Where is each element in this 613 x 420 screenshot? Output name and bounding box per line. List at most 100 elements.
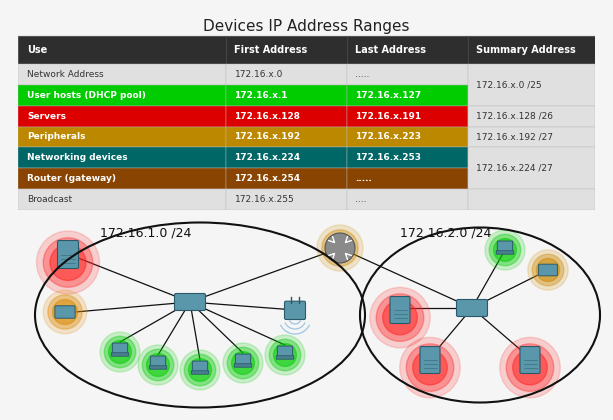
FancyBboxPatch shape <box>284 301 305 320</box>
Text: 172.16.2.0 /24: 172.16.2.0 /24 <box>400 227 492 240</box>
Text: 172.16.x.191: 172.16.x.191 <box>356 112 422 121</box>
Text: Servers: Servers <box>27 112 66 121</box>
Circle shape <box>406 344 454 391</box>
FancyBboxPatch shape <box>192 361 208 372</box>
Circle shape <box>189 359 211 381</box>
Circle shape <box>536 258 560 281</box>
Text: 172.16.x.0: 172.16.x.0 <box>235 70 283 79</box>
FancyBboxPatch shape <box>539 264 557 276</box>
FancyBboxPatch shape <box>226 106 347 126</box>
FancyBboxPatch shape <box>111 353 129 356</box>
Text: 172.16.x.192: 172.16.x.192 <box>235 132 300 142</box>
FancyBboxPatch shape <box>347 85 468 106</box>
Text: Broadcast: Broadcast <box>27 195 72 204</box>
FancyBboxPatch shape <box>468 64 595 106</box>
FancyBboxPatch shape <box>497 251 514 254</box>
FancyBboxPatch shape <box>58 241 78 268</box>
FancyBboxPatch shape <box>390 297 410 323</box>
Text: 172.16.x.128 /26: 172.16.x.128 /26 <box>476 112 554 121</box>
FancyBboxPatch shape <box>226 147 347 168</box>
Circle shape <box>48 295 82 329</box>
FancyBboxPatch shape <box>226 64 347 85</box>
Text: 172.16.x.224 /27: 172.16.x.224 /27 <box>476 164 554 173</box>
FancyBboxPatch shape <box>18 189 226 210</box>
Circle shape <box>500 337 560 398</box>
Text: Networking devices: Networking devices <box>27 153 128 163</box>
FancyBboxPatch shape <box>18 168 226 189</box>
Circle shape <box>370 287 430 348</box>
Circle shape <box>317 225 363 271</box>
Circle shape <box>232 352 254 375</box>
FancyBboxPatch shape <box>347 147 468 168</box>
Text: .....: ..... <box>356 174 372 183</box>
FancyBboxPatch shape <box>468 106 595 126</box>
Circle shape <box>485 230 525 270</box>
Text: User hosts (DHCP pool): User hosts (DHCP pool) <box>27 91 146 100</box>
Text: 172.16.x.253: 172.16.x.253 <box>356 153 422 163</box>
FancyBboxPatch shape <box>18 106 226 126</box>
FancyBboxPatch shape <box>18 147 226 168</box>
Text: 172.16.x.254: 172.16.x.254 <box>235 174 300 183</box>
Circle shape <box>322 230 358 266</box>
Text: ....: .... <box>356 195 367 204</box>
FancyBboxPatch shape <box>277 346 292 357</box>
FancyBboxPatch shape <box>347 106 468 126</box>
Text: First Address: First Address <box>235 45 308 55</box>
FancyBboxPatch shape <box>347 36 468 64</box>
FancyBboxPatch shape <box>347 126 468 147</box>
FancyBboxPatch shape <box>150 356 166 367</box>
Text: Devices IP Address Ranges: Devices IP Address Ranges <box>204 18 409 34</box>
Circle shape <box>44 238 93 287</box>
Text: 172.16.x.1: 172.16.x.1 <box>235 91 288 100</box>
Circle shape <box>142 349 173 381</box>
FancyBboxPatch shape <box>18 64 226 85</box>
FancyBboxPatch shape <box>191 371 209 374</box>
Circle shape <box>532 254 564 286</box>
Circle shape <box>325 233 355 263</box>
Circle shape <box>327 235 353 261</box>
FancyBboxPatch shape <box>347 64 468 85</box>
FancyBboxPatch shape <box>149 366 167 369</box>
Circle shape <box>493 239 516 261</box>
FancyBboxPatch shape <box>226 168 347 189</box>
Circle shape <box>100 332 140 372</box>
Circle shape <box>109 341 131 363</box>
FancyBboxPatch shape <box>347 168 468 189</box>
FancyBboxPatch shape <box>226 85 347 106</box>
Circle shape <box>50 244 86 281</box>
Circle shape <box>138 345 178 385</box>
FancyBboxPatch shape <box>520 346 540 373</box>
Text: 172.16.1.0 /24: 172.16.1.0 /24 <box>100 227 191 240</box>
FancyBboxPatch shape <box>347 189 468 210</box>
Text: Network Address: Network Address <box>27 70 104 79</box>
Text: Router (gateway): Router (gateway) <box>27 174 116 183</box>
Text: 172.16.x.255: 172.16.x.255 <box>235 195 294 204</box>
Circle shape <box>269 339 301 371</box>
Circle shape <box>223 343 263 383</box>
FancyBboxPatch shape <box>18 126 226 147</box>
FancyBboxPatch shape <box>175 294 205 310</box>
Text: 172.16.x.223: 172.16.x.223 <box>356 132 422 142</box>
Text: Peripherals: Peripherals <box>27 132 86 142</box>
FancyBboxPatch shape <box>18 85 226 106</box>
FancyBboxPatch shape <box>226 126 347 147</box>
FancyBboxPatch shape <box>226 36 347 64</box>
Text: 172.16.x.224: 172.16.x.224 <box>235 153 300 163</box>
Circle shape <box>53 299 77 325</box>
Circle shape <box>400 337 460 398</box>
Circle shape <box>413 350 447 385</box>
Text: 172.16.x.128: 172.16.x.128 <box>235 112 300 121</box>
Circle shape <box>227 347 259 379</box>
Circle shape <box>37 231 99 294</box>
Circle shape <box>147 354 169 376</box>
FancyBboxPatch shape <box>234 364 252 367</box>
Text: 172.16.x.192 /27: 172.16.x.192 /27 <box>476 132 554 142</box>
FancyBboxPatch shape <box>497 241 512 252</box>
FancyBboxPatch shape <box>420 346 440 373</box>
Circle shape <box>528 250 568 290</box>
Text: 172.16.x.127: 172.16.x.127 <box>356 91 422 100</box>
Circle shape <box>43 290 87 334</box>
Text: .....: ..... <box>356 70 370 79</box>
FancyBboxPatch shape <box>18 36 226 64</box>
Circle shape <box>506 344 554 391</box>
